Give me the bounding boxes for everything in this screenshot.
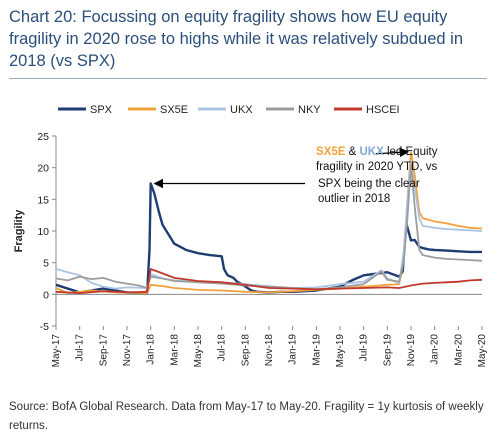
y-axis-label: Fragility (13, 209, 25, 253)
x-tick-label: Jan-19 (288, 334, 299, 365)
x-tick-label: Jul-19 (359, 334, 370, 362)
legend-label-ukx: UKX (230, 104, 253, 116)
source-note: Source: BofA Global Research. Data from … (9, 401, 484, 432)
series-lines (55, 150, 483, 295)
y-tick-label: 10 (37, 226, 49, 238)
y-tick-label: 0 (43, 289, 49, 301)
legend: SPX SX5E UKX NKY HSCEI (58, 104, 400, 116)
x-tick-label: May-17 (51, 334, 62, 368)
x-tick-label: Nov-18 (264, 334, 275, 367)
annotation-text-spx: SPX being the clear outlier in 2018 (318, 178, 420, 205)
legend-label-nky: NKY (298, 104, 321, 116)
x-tick-label: Nov-17 (122, 334, 133, 367)
axes: -5 0 5 10 15 20 25 Fragility May-17 Jul-17 Sep-17 N… (13, 131, 488, 367)
legend-label-spx: SPX (90, 104, 113, 116)
title-divider (9, 78, 487, 79)
y-tick-label: 20 (37, 163, 49, 175)
x-tick-label: May-19 (335, 334, 346, 368)
legend-label-sx5e: SX5E (160, 104, 188, 116)
x-tick-label: Mar-19 (311, 334, 322, 366)
legend-label-hscei: HSCEI (366, 104, 400, 116)
x-tick-label: May-18 (193, 334, 204, 368)
x-tick-label: Jul-17 (75, 334, 86, 362)
x-tick-label: Jan-18 (146, 334, 157, 365)
annotations: SPX being the clear outlier in 2018 SX5E &… (153, 146, 438, 205)
annotation-arrow-eu (375, 147, 410, 158)
x-tick-label: Sep-19 (382, 334, 393, 367)
x-tick-label: Mar-18 (169, 334, 180, 366)
annotation-text-eu-line2: fragility in 2020 YTD, vs (316, 161, 437, 173)
series-line-ukx (55, 160, 483, 290)
x-tick-label: Jan-20 (430, 334, 441, 365)
y-tick-label: 25 (37, 131, 49, 143)
x-tick-label: Nov-19 (406, 334, 417, 367)
y-tick-label: -5 (40, 321, 49, 333)
series-line-hscei (55, 268, 483, 294)
x-tick-label: Sep-17 (98, 334, 109, 367)
fragility-chart: SPX SX5E UKX NKY HSCEI -5 0 5 10 15 20 25 Fragility… (13, 104, 488, 367)
x-tick-label: May-20 (477, 334, 488, 368)
annotation-text-eu: SX5E & UKX led Equity (316, 146, 438, 158)
x-tick-label: Sep-18 (240, 334, 251, 367)
x-tick-label: Jul-18 (217, 334, 228, 362)
chart-title: Chart 20: Focussing on equity fragility … (9, 8, 463, 70)
y-tick-label: 5 (43, 258, 49, 270)
y-tick-label: 15 (37, 194, 49, 206)
x-tick-label: Mar-20 (453, 334, 464, 366)
